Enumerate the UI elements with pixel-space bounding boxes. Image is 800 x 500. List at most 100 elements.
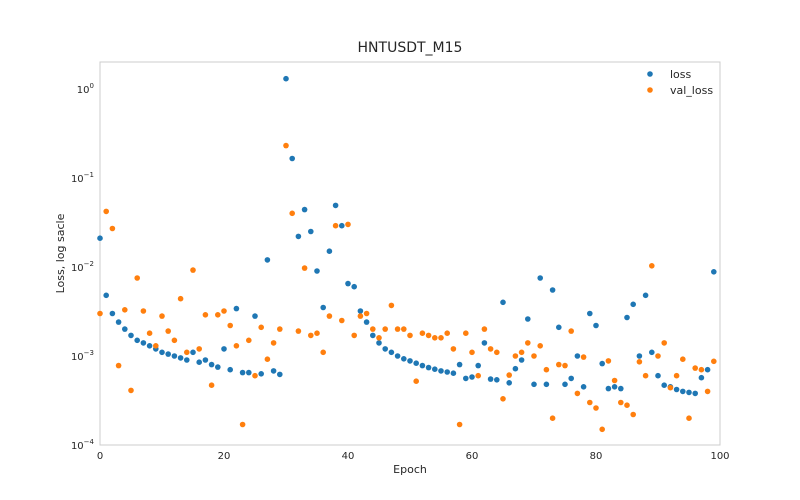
data-point — [494, 377, 500, 383]
y-tick-label: 100 — [77, 82, 94, 96]
legend-label-loss: loss — [670, 68, 692, 81]
data-point — [556, 361, 562, 368]
data-point — [221, 308, 227, 314]
y-tick-label: 10−4 — [71, 438, 95, 452]
data-point — [190, 267, 196, 273]
data-point — [618, 399, 624, 406]
data-point — [239, 369, 246, 376]
data-point — [605, 358, 612, 364]
data-point — [711, 269, 717, 275]
data-point — [692, 365, 698, 371]
data-point — [103, 292, 109, 299]
data-point — [388, 302, 395, 309]
data-point — [680, 388, 686, 395]
data-point — [283, 142, 289, 149]
data-point — [202, 357, 209, 363]
data-point — [196, 359, 202, 366]
plot-frame — [99, 61, 721, 446]
data-point — [450, 370, 457, 377]
data-point — [568, 328, 574, 334]
data-point — [574, 390, 581, 397]
data-point — [481, 326, 488, 332]
data-point — [518, 357, 525, 363]
data-point — [593, 405, 599, 411]
data-point — [636, 353, 643, 359]
data-point — [487, 346, 494, 352]
data-point — [438, 335, 444, 341]
data-point — [140, 308, 147, 314]
data-point — [140, 340, 147, 346]
data-point — [444, 330, 451, 337]
data-point — [332, 202, 339, 209]
data-point — [277, 371, 283, 378]
data-point — [264, 356, 271, 363]
data-point — [363, 310, 370, 317]
data-point — [215, 364, 221, 370]
data-point — [630, 301, 636, 308]
data-point — [134, 337, 140, 344]
data-point — [109, 225, 116, 232]
data-point — [704, 366, 711, 373]
legend-marker-val_loss — [647, 87, 653, 93]
y-axis-label: Loss, log sacle — [54, 213, 67, 293]
data-point — [525, 316, 531, 322]
data-point — [97, 310, 103, 317]
data-point — [425, 332, 432, 339]
data-point — [432, 366, 438, 373]
x-tick-label: 100 — [710, 451, 729, 462]
data-point — [463, 330, 469, 337]
data-point — [246, 369, 252, 376]
data-point — [562, 381, 568, 388]
data-point — [444, 369, 451, 375]
data-point — [115, 362, 122, 369]
data-point — [531, 381, 537, 388]
data-points — [97, 75, 717, 433]
data-point — [376, 335, 382, 341]
data-point — [642, 292, 649, 299]
data-point — [698, 374, 705, 381]
data-point — [289, 155, 296, 162]
data-point — [401, 326, 407, 332]
data-point — [301, 265, 308, 271]
data-point — [593, 322, 599, 329]
data-point — [345, 280, 351, 287]
data-point — [233, 343, 240, 349]
data-point — [301, 206, 308, 213]
data-point — [122, 307, 128, 313]
data-point — [599, 426, 605, 433]
data-point — [624, 314, 630, 321]
data-point — [363, 319, 370, 325]
data-point — [413, 378, 420, 385]
data-point — [512, 353, 519, 359]
data-point — [394, 326, 401, 332]
data-point — [202, 312, 209, 318]
data-point — [233, 305, 240, 312]
data-point — [599, 360, 605, 367]
data-point — [370, 326, 376, 332]
data-point — [326, 248, 333, 254]
data-point — [208, 361, 215, 368]
data-point — [184, 357, 190, 363]
data-point — [326, 313, 333, 319]
data-point — [270, 368, 277, 374]
data-point — [208, 382, 215, 389]
axis-ticks: 0 20 40 60 80 100 10−4 10−3 10−2 10−1 100 — [71, 82, 730, 462]
data-point — [146, 343, 153, 349]
data-point — [171, 337, 178, 344]
data-point — [661, 382, 667, 389]
data-point — [549, 415, 556, 422]
data-point — [407, 358, 413, 364]
data-point — [494, 349, 500, 356]
data-point — [556, 324, 562, 331]
data-point — [506, 380, 512, 386]
data-point — [487, 376, 494, 382]
data-point — [549, 287, 556, 293]
data-point — [506, 372, 512, 378]
data-point — [401, 356, 407, 362]
x-tick-label: 20 — [218, 451, 231, 462]
legend: loss val_loss — [647, 68, 713, 97]
data-point — [122, 326, 128, 332]
data-point — [345, 221, 351, 228]
data-point — [587, 399, 593, 406]
data-point — [680, 356, 686, 363]
